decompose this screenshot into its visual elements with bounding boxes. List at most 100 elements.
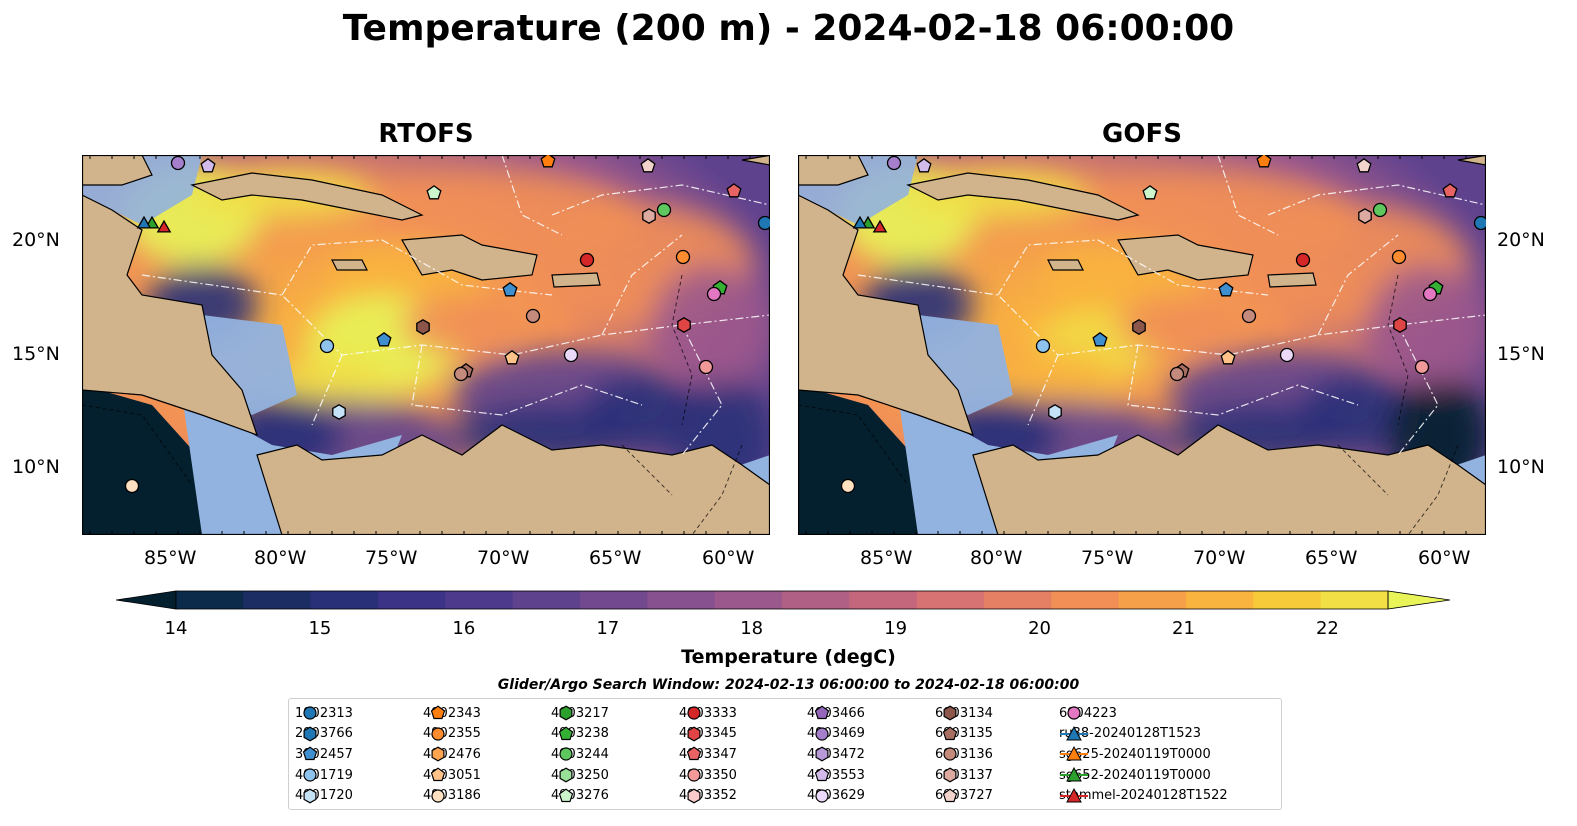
float-markers	[124, 155, 770, 494]
lon-label: 60°W	[1418, 547, 1471, 569]
map-panel-rtofs	[82, 155, 770, 535]
legend-item: 6904223	[1059, 703, 1228, 724]
float-marker	[1241, 308, 1257, 324]
colorbar-tick-label: 19	[884, 618, 908, 639]
colorbar-segment	[512, 591, 581, 609]
float-marker	[1295, 252, 1311, 268]
hexagon-marker-icon	[815, 746, 829, 762]
colorbar-segment	[647, 591, 716, 609]
float-marker	[916, 157, 932, 173]
colorbar-segment	[176, 591, 244, 609]
colorbar-segment	[445, 591, 514, 609]
float-marker	[1279, 347, 1295, 363]
legend-item: 4902476	[423, 744, 481, 765]
line-triangle-marker-icon	[1060, 767, 1088, 782]
float-marker	[726, 183, 742, 198]
line-triangle-marker-icon	[1060, 725, 1088, 741]
land-corner	[741, 155, 770, 166]
land-cuba	[906, 172, 1140, 221]
colorbar-ticks: 14 15 16 17 18 19 20 21 22	[0, 618, 1577, 642]
colorbar-label: Temperature (degC)	[681, 646, 896, 668]
legend-item: sg625-20240119T0000	[1059, 744, 1228, 765]
map-frame	[798, 155, 1486, 535]
colorbar-tick-label: 16	[452, 618, 476, 639]
land-puerto-rico	[1267, 272, 1317, 288]
lon-label: 80°W	[970, 547, 1023, 569]
legend-item: 6903137	[935, 765, 993, 786]
legend-item: 4903350	[679, 765, 737, 786]
lat-label-10-left: 10°N	[12, 456, 60, 478]
float-marker	[156, 219, 172, 233]
lon-label: 65°W	[589, 547, 642, 569]
land-florida	[798, 155, 869, 186]
legend-item: 4903238	[551, 724, 609, 745]
line-triangle-marker-icon	[1060, 746, 1088, 761]
circle-marker-icon	[815, 789, 829, 803]
lat-label-20-right: 20°N	[1497, 229, 1545, 251]
colorbar-segment	[580, 591, 648, 609]
legend-item: 1902313	[295, 703, 353, 724]
colorbar-segment	[1118, 591, 1187, 609]
land-puerto-rico	[551, 272, 601, 288]
float-marker	[416, 319, 430, 335]
land-central-america	[798, 194, 974, 436]
float-marker	[1048, 404, 1062, 420]
circle-marker-icon	[1067, 706, 1081, 720]
legend-item: 4903333	[679, 703, 737, 724]
colorbar-segment	[243, 591, 312, 609]
float-marker	[640, 157, 656, 173]
float-marker	[1092, 331, 1108, 347]
land-corner	[1457, 155, 1486, 166]
float-marker	[677, 317, 691, 333]
float-marker	[1414, 359, 1430, 375]
pentagon-marker-icon	[430, 767, 446, 782]
colorbar-tick-label: 20	[1028, 618, 1051, 639]
float-marker	[426, 185, 442, 200]
lon-label: 80°W	[254, 547, 307, 569]
colorbar-segment	[378, 591, 446, 609]
circle-marker-icon	[687, 706, 701, 720]
float-marker	[1132, 319, 1146, 335]
lon-label: 60°W	[702, 547, 755, 569]
legend-item: 4903472	[807, 744, 865, 765]
panel-title-rtofs: RTOFS	[378, 119, 474, 149]
pentagon-marker-icon	[686, 746, 702, 761]
legend-item: 4903629	[807, 785, 865, 806]
colorbar-segment	[310, 591, 379, 609]
float-marker	[1035, 338, 1051, 354]
circle-marker-icon	[943, 747, 957, 762]
float-marker	[1391, 249, 1407, 265]
float-marker	[170, 155, 186, 171]
float-marker	[332, 404, 346, 420]
search-window-text: Glider/Argo Search Window: 2024-02-13 06…	[497, 677, 1080, 693]
map-panel-gofs	[798, 155, 1486, 535]
figure-title: Temperature (200 m) - 2024-02-18 06:00:0…	[342, 8, 1235, 49]
colorbar-tick-label: 17	[596, 618, 620, 639]
legend-item: 4901719	[295, 765, 353, 786]
lon-label: 70°W	[1193, 547, 1246, 569]
colorbar-segment	[1320, 591, 1389, 609]
colorbar-segment	[782, 591, 850, 609]
colorbar-segment	[714, 591, 783, 609]
hexagon-marker-icon	[943, 767, 957, 783]
hexagon-marker-icon	[687, 726, 701, 742]
depth-contours	[798, 274, 1459, 535]
colorbar-segment	[1186, 591, 1254, 609]
eez-boundaries	[857, 155, 1486, 456]
circle-marker-icon	[431, 727, 445, 741]
float-marker	[1422, 286, 1438, 302]
float-marker	[1169, 366, 1185, 382]
land-south-america	[972, 424, 1486, 535]
legend-item: 4903466	[807, 703, 865, 724]
land-cuba	[190, 172, 424, 221]
panel-title-gofs: GOFS	[1102, 119, 1182, 149]
legend-item: 4903276	[551, 785, 609, 806]
legend-item: 2903766	[295, 724, 353, 745]
float-marker	[124, 478, 140, 494]
legend-item: stommel-20240128T1522	[1059, 785, 1228, 806]
land-hispaniola	[1117, 234, 1254, 281]
hexagon-marker-icon	[559, 705, 573, 721]
float-marker	[376, 331, 392, 347]
hexagon-marker-icon	[303, 726, 317, 742]
lat-label-20-left: 20°N	[12, 229, 60, 251]
